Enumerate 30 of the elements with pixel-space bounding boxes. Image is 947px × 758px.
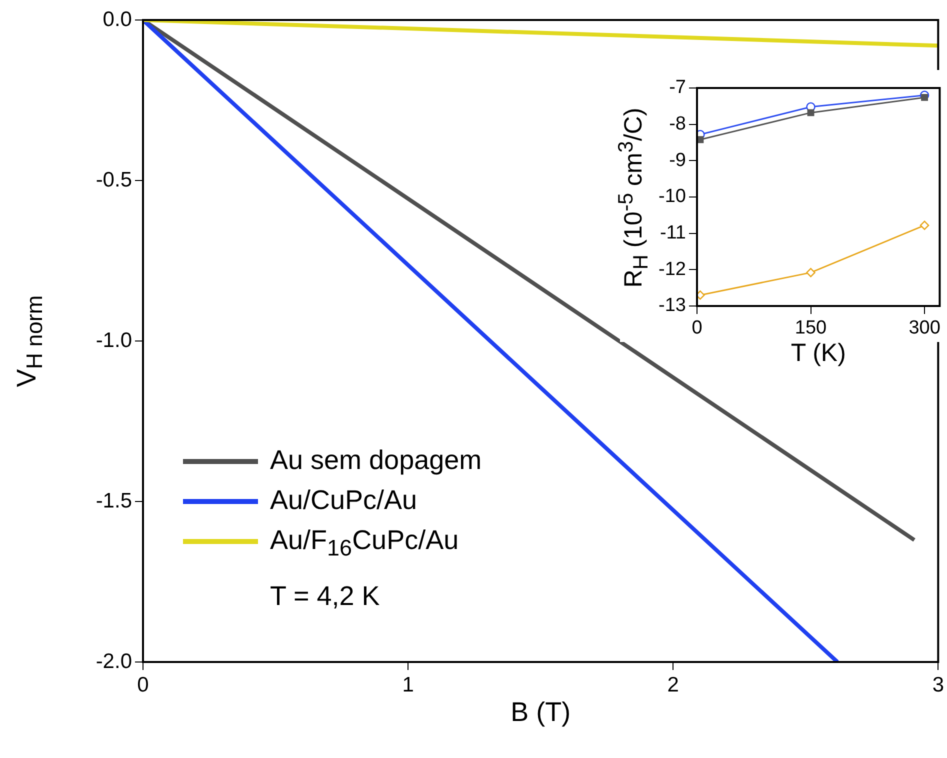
y-tick-label: -1.0 bbox=[96, 328, 132, 352]
point bbox=[806, 268, 816, 278]
y-tick-label: -11 bbox=[660, 222, 686, 244]
y-tick-label: -12 bbox=[658, 258, 686, 280]
y-tick-label: -9 bbox=[669, 150, 686, 171]
y-tick-label: -8 bbox=[669, 114, 686, 135]
point bbox=[921, 94, 928, 101]
x-tick-label: 1 bbox=[402, 673, 414, 696]
y-tick-label: -2.0 bbox=[96, 650, 132, 673]
y-tick-label: -7 bbox=[669, 77, 686, 98]
y-tick-label: -0.5 bbox=[96, 168, 132, 192]
legend-label: Au/CuPc/Au bbox=[270, 485, 418, 515]
y-tick-label: -13 bbox=[658, 295, 686, 316]
annotation: T = 4,2 K bbox=[269, 580, 381, 614]
x-tick-label: 2 bbox=[667, 673, 679, 696]
x-tick-label: 150 bbox=[794, 318, 827, 339]
point bbox=[697, 290, 705, 300]
y-tick-label: 0.0 bbox=[102, 8, 132, 31]
y-tick-label: -1.5 bbox=[96, 489, 132, 512]
legend-label: Au sem dopagem bbox=[270, 445, 482, 475]
x-tick-label: 0 bbox=[692, 318, 702, 339]
x-tick-label: 300 bbox=[908, 318, 940, 339]
x-axis-title: B (T) bbox=[510, 697, 571, 728]
point bbox=[807, 109, 814, 116]
x-tick-label: 3 bbox=[932, 673, 944, 696]
y-tick-label: -10 bbox=[658, 186, 686, 208]
legend-label: Au/F$_{16}$CuPc/Au bbox=[270, 525, 459, 560]
point bbox=[920, 220, 930, 230]
x-tick-label: 0 bbox=[137, 673, 149, 696]
x-axis-title: T (K) bbox=[790, 339, 846, 368]
